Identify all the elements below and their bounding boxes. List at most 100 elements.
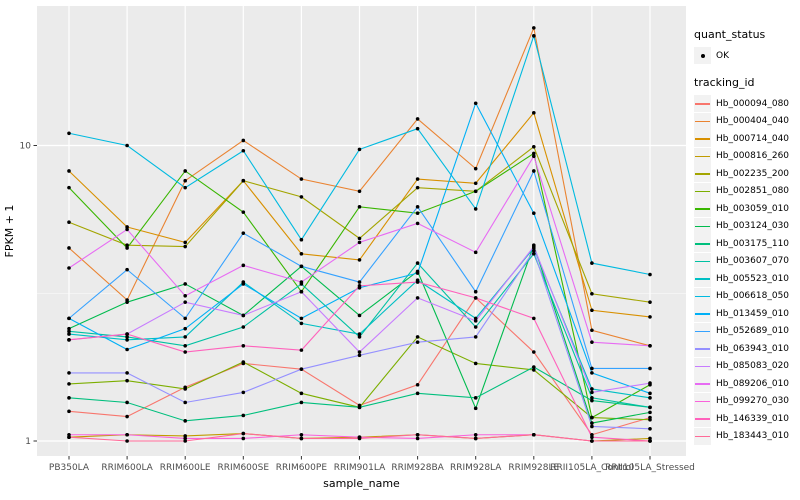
data-point xyxy=(67,338,71,342)
data-point xyxy=(125,439,129,443)
data-point xyxy=(125,267,129,272)
legend-label: Hb_002851_080 xyxy=(716,186,790,196)
data-point xyxy=(67,316,71,321)
data-point xyxy=(299,264,304,269)
line-swatch-icon xyxy=(694,410,711,427)
legend-label: Hb_000714_040 xyxy=(716,133,790,144)
data-point xyxy=(590,366,594,371)
data-point xyxy=(648,436,652,441)
data-point xyxy=(532,154,536,159)
x-tick-label: RRIM928LE xyxy=(508,463,559,473)
data-point xyxy=(357,335,362,339)
data-point xyxy=(590,439,594,443)
data-point xyxy=(67,266,71,270)
data-point xyxy=(648,396,652,400)
line-swatch-icon xyxy=(694,270,711,287)
data-point xyxy=(357,258,362,262)
data-point xyxy=(590,396,594,400)
data-point xyxy=(590,340,594,344)
line-swatch-icon xyxy=(694,357,711,375)
data-point xyxy=(473,436,478,441)
data-point xyxy=(357,313,362,318)
data-point xyxy=(183,244,187,249)
y-tick-label: 10 xyxy=(20,142,32,152)
legend-item-Hb_003607_070: Hb_003607_070 xyxy=(694,252,800,270)
data-point xyxy=(241,436,246,441)
data-point xyxy=(415,382,420,387)
line-swatch-icon xyxy=(694,375,711,392)
data-point xyxy=(415,177,420,181)
legend-item-Hb_052689_010: Hb_052689_010 xyxy=(694,322,800,340)
data-point xyxy=(67,409,71,414)
x-tick-label: RRII105LA_Stressed xyxy=(605,463,695,473)
data-point xyxy=(183,400,187,405)
legend-item-Hb_000094_080: Hb_000094_080 xyxy=(694,95,800,112)
data-point xyxy=(590,424,594,429)
data-point xyxy=(183,439,187,443)
data-point xyxy=(590,308,594,313)
legend-label: Hb_006618_050 xyxy=(716,291,790,301)
data-point xyxy=(415,340,420,344)
data-point xyxy=(415,261,420,265)
legend-label: Hb_003175_110 xyxy=(716,238,790,249)
data-point xyxy=(241,263,246,268)
data-point xyxy=(357,147,362,152)
data-point xyxy=(590,415,594,420)
line-swatch-icon xyxy=(694,95,711,112)
legend-label: Hb_000816_260 xyxy=(716,151,790,161)
data-point xyxy=(125,243,129,247)
data-point xyxy=(241,390,246,395)
data-point xyxy=(241,231,246,235)
data-point xyxy=(532,244,536,249)
legend-label: Hb_085083_020 xyxy=(716,361,790,371)
data-point xyxy=(299,177,304,181)
legend: quant_status OK tracking_id Hb_000094_08… xyxy=(694,28,800,445)
legend-item-Hb_063943_010: Hb_063943_010 xyxy=(694,340,800,357)
legend-label: Hb_013459_010 xyxy=(716,308,790,319)
legend-label: Hb_003059_010 xyxy=(716,203,790,214)
legend-label: Hb_063943_010 xyxy=(716,343,790,354)
legend-item-Hb_089206_010: Hb_089206_010 xyxy=(694,375,800,392)
data-point xyxy=(473,289,478,294)
x-tick-label: RRIM928LA xyxy=(450,463,502,473)
y-axis-title: FPKM + 1 xyxy=(3,205,16,258)
data-point xyxy=(241,431,246,436)
data-point xyxy=(648,417,652,422)
data-point xyxy=(183,316,187,321)
data-point xyxy=(125,414,129,419)
data-point xyxy=(357,405,362,410)
data-point xyxy=(473,189,478,194)
line-swatch-icon xyxy=(694,182,711,200)
data-point xyxy=(473,406,478,411)
x-tick-label: PB350LA xyxy=(49,463,90,473)
data-point xyxy=(183,434,187,438)
data-point xyxy=(357,284,362,288)
legend-label: Hb_146339_010 xyxy=(716,413,790,424)
data-point xyxy=(532,365,536,369)
data-point xyxy=(183,350,187,354)
data-point xyxy=(125,378,129,383)
data-point xyxy=(473,250,478,255)
data-point xyxy=(532,211,536,216)
data-point xyxy=(590,387,594,391)
data-point xyxy=(532,34,536,38)
data-point xyxy=(241,210,246,214)
data-point xyxy=(648,343,652,348)
data-point xyxy=(67,220,71,225)
data-point xyxy=(125,300,129,304)
data-point xyxy=(299,391,304,396)
data-point xyxy=(183,335,187,339)
data-point xyxy=(125,332,129,336)
legend-title-tracking-id: tracking_id xyxy=(694,76,755,89)
data-point xyxy=(299,316,304,321)
data-point xyxy=(473,335,478,339)
data-point xyxy=(183,294,187,298)
data-point xyxy=(125,246,129,250)
legend-label: Hb_003607_070 xyxy=(716,256,790,266)
data-point xyxy=(415,280,420,284)
data-point xyxy=(590,291,594,296)
data-point xyxy=(532,368,536,372)
x-tick-label: RRIM600PE xyxy=(276,463,328,473)
legend-item-Hb_003124_030: Hb_003124_030 xyxy=(694,217,800,235)
